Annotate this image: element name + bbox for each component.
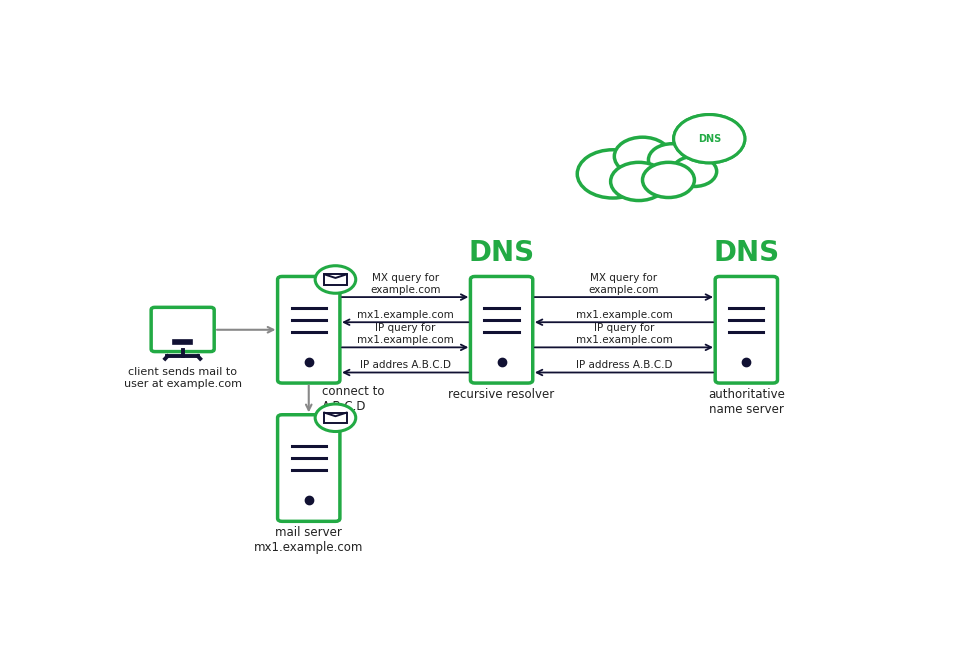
FancyBboxPatch shape <box>471 276 533 383</box>
Circle shape <box>577 150 649 198</box>
Circle shape <box>672 156 717 187</box>
Text: recursive resolver: recursive resolver <box>449 388 555 400</box>
Text: DNS: DNS <box>469 239 535 267</box>
Text: IP address A.B.C.D: IP address A.B.C.D <box>576 360 672 370</box>
Circle shape <box>315 266 356 293</box>
Text: client sends mail to
user at example.com: client sends mail to user at example.com <box>123 368 242 389</box>
FancyBboxPatch shape <box>278 415 340 521</box>
Circle shape <box>674 114 745 163</box>
FancyBboxPatch shape <box>715 276 777 383</box>
Circle shape <box>315 404 356 432</box>
FancyBboxPatch shape <box>278 276 340 383</box>
FancyBboxPatch shape <box>173 340 192 344</box>
Text: IP addres A.B.C.D: IP addres A.B.C.D <box>360 360 451 370</box>
Text: DNS: DNS <box>698 134 721 144</box>
Text: MX query for
example.com: MX query for example.com <box>370 273 440 295</box>
FancyBboxPatch shape <box>324 413 346 423</box>
Text: mx1.example.com: mx1.example.com <box>357 310 454 320</box>
Circle shape <box>642 163 695 197</box>
Text: DNS: DNS <box>713 239 779 267</box>
Text: mail server
mx1.example.com: mail server mx1.example.com <box>254 526 364 554</box>
Text: mx1.example.com: mx1.example.com <box>575 310 673 320</box>
Circle shape <box>674 114 746 163</box>
Text: authoritative
name server: authoritative name server <box>708 388 785 415</box>
Text: IP query for
mx1.example.com: IP query for mx1.example.com <box>575 323 673 345</box>
Circle shape <box>649 144 696 176</box>
FancyBboxPatch shape <box>324 274 346 285</box>
FancyBboxPatch shape <box>151 308 214 351</box>
Circle shape <box>614 137 671 176</box>
Text: IP query for
mx1.example.com: IP query for mx1.example.com <box>357 323 454 345</box>
Text: MX query for
example.com: MX query for example.com <box>589 273 659 295</box>
Text: connect to
A.B.C.D: connect to A.B.C.D <box>323 385 385 413</box>
Circle shape <box>611 163 667 200</box>
